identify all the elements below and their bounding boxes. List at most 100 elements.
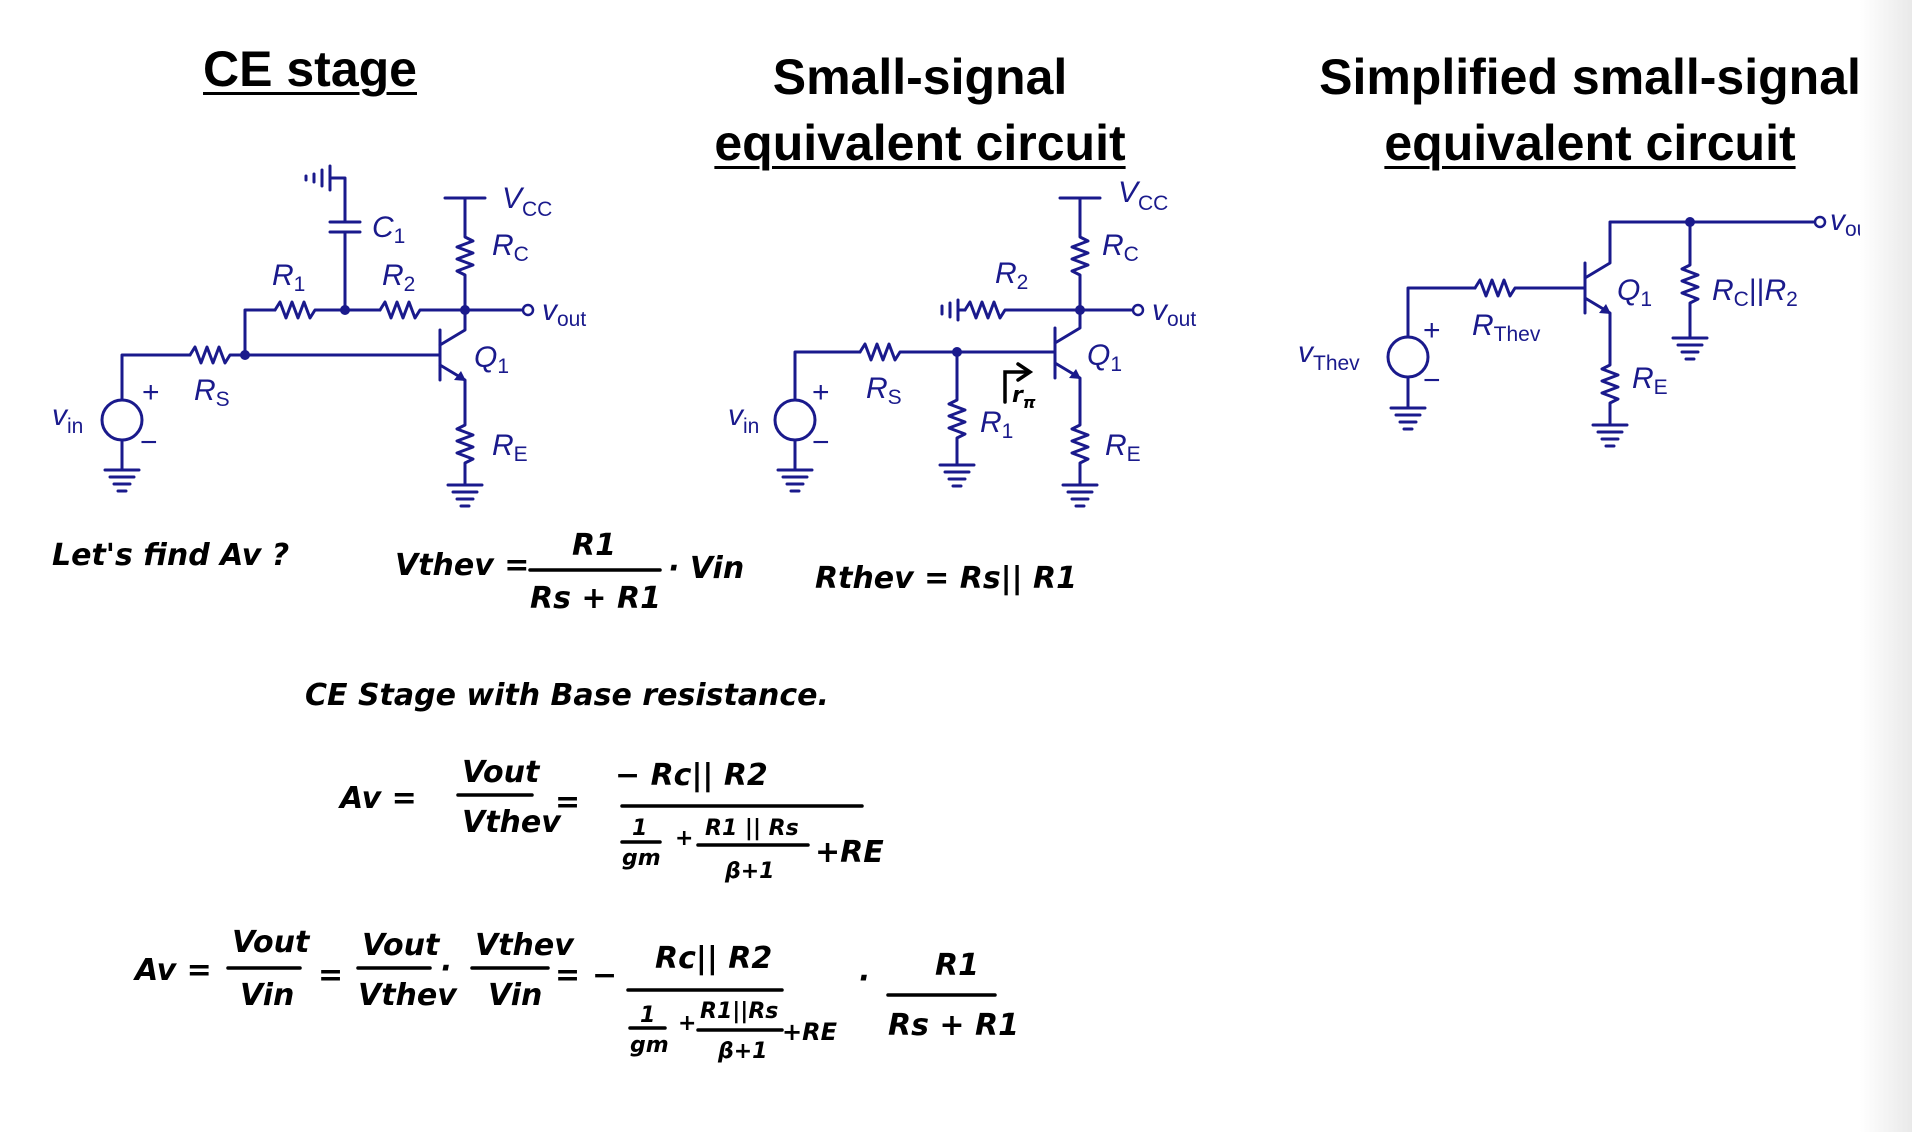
svg-text:vThev: vThev (1298, 336, 1360, 375)
svg-text:Av =: Av = (133, 953, 212, 988)
svg-text:R1||Rs: R1||Rs (700, 999, 778, 1024)
svg-text:vin: vin (728, 399, 759, 438)
resistor-r2-2: R2 (940, 257, 1082, 322)
svg-text:Vout: Vout (232, 925, 311, 960)
vthev-source: + − vThev (1298, 286, 1477, 431)
svg-text:R1: R1 (572, 528, 616, 563)
heading-small-signal: Small-signal equivalent circuit (640, 44, 1200, 176)
svg-text:Rc|| R2: Rc|| R2 (655, 941, 772, 976)
svg-text:· Vin: · Vin (668, 551, 744, 586)
resistor-rthev: RThev (1472, 278, 1587, 346)
svg-text:Vthev: Vthev (358, 978, 458, 1013)
svg-text:rπ: rπ (1012, 383, 1036, 412)
svg-text:=: = (318, 958, 343, 993)
svg-text:Vthev: Vthev (475, 928, 575, 963)
svg-text:+: + (678, 1011, 696, 1036)
heading-ce-stage: CE stage (150, 36, 470, 102)
svg-text:Av =: Av = (338, 781, 417, 816)
ground-icon (938, 463, 976, 488)
resistor-rc-r2: RC||R2 (1671, 220, 1798, 361)
svg-text:Vin: Vin (488, 978, 542, 1013)
terminal-vout-1 (521, 303, 535, 317)
circuit-ce-stage: + − vin RS R1 R2 C1 (52, 164, 586, 508)
label-vout-3: vout (1830, 204, 1860, 241)
heading-small-signal-line1: Small-signal (772, 49, 1068, 105)
svg-text:RC||R2: RC||R2 (1712, 274, 1798, 311)
svg-text:Q1: Q1 (1087, 339, 1122, 376)
svg-text:+RE: +RE (782, 1018, 838, 1046)
svg-text:Vthev =: Vthev = (395, 548, 529, 583)
svg-text:RS: RS (194, 374, 230, 411)
svg-text:Vout: Vout (462, 755, 541, 790)
svg-text:1: 1 (632, 816, 647, 841)
svg-text:vin: vin (52, 399, 83, 438)
ground-icon (776, 468, 814, 493)
svg-text:Q1: Q1 (1617, 274, 1652, 311)
resistor-re-3: RE (1591, 353, 1668, 448)
r-pi-annotation: rπ (1003, 362, 1036, 412)
note-vthev-equation: Vthev = R1 Rs + R1 · Vin (395, 528, 744, 616)
svg-text:Rs + R1: Rs + R1 (888, 1008, 1019, 1043)
circuit-simplified: + − vThev RThev Q1 vout RC||R2 (1298, 204, 1860, 448)
svg-text:=: = (555, 958, 580, 993)
heading-simplified: Simplified small-signal equivalent circu… (1290, 44, 1890, 176)
label-vout-2: vout (1152, 294, 1196, 331)
ground-icon (103, 468, 141, 493)
svg-text:VCC: VCC (1118, 176, 1168, 215)
svg-text:=: = (555, 785, 580, 820)
svg-text:R1: R1 (980, 406, 1013, 443)
capacitor-c1: C1 (304, 164, 405, 312)
handwritten-notes: Let's find Av ? Vthev = R1 Rs + R1 · Vin… (52, 528, 1077, 1064)
svg-text:R1 || Rs: R1 || Rs (705, 816, 799, 841)
resistor-r1-2: R1 (938, 350, 1013, 488)
circuit-small-signal: + − vin RS R1 rπ (728, 176, 1196, 508)
diagram-canvas: + − vin RS R1 R2 C1 (52, 164, 1860, 1064)
resistor-rc-1: VCC RC (443, 182, 552, 312)
note-rthev: Rthev = Rs|| R1 (815, 561, 1077, 596)
note-av-equation-1: Av = Vout Vthev = − Rc|| R2 1 gm + R1 ||… (338, 755, 884, 884)
svg-text:+: + (142, 376, 160, 409)
svg-text:β+1: β+1 (724, 859, 775, 884)
svg-text:·: · (858, 961, 869, 996)
ground-icon (1671, 336, 1709, 361)
transistor-q1-3: Q1 (1583, 220, 1692, 357)
ground-icon (1591, 423, 1629, 448)
svg-text:+RE: +RE (815, 835, 884, 870)
svg-text:RE: RE (1632, 362, 1668, 399)
svg-text:−: − (812, 426, 830, 459)
svg-text:VCC: VCC (502, 182, 552, 221)
page-edge-shadow (1860, 0, 1912, 1132)
svg-text:Vout: Vout (362, 928, 441, 963)
heading-ce-stage-text: CE stage (203, 41, 417, 97)
ground-icon (1389, 406, 1427, 431)
vin-source-2: + − vin (728, 350, 862, 493)
svg-text:− Rc|| R2: − Rc|| R2 (615, 758, 768, 793)
svg-text:−: − (1423, 364, 1441, 397)
svg-text:R2: R2 (382, 259, 415, 296)
svg-text:R2: R2 (995, 257, 1028, 294)
svg-text:Rs + R1: Rs + R1 (530, 581, 661, 616)
terminal-vout-3 (1813, 215, 1827, 229)
svg-text:·: · (440, 951, 451, 986)
svg-text:gm: gm (630, 1033, 669, 1058)
resistor-r1: R1 (272, 259, 347, 320)
svg-text:RC: RC (1102, 229, 1139, 266)
svg-text:−: − (592, 958, 617, 993)
resistor-rc-2: VCC RC (1058, 176, 1168, 312)
svg-text:R1: R1 (935, 948, 979, 983)
note-av-equation-2: Av = Vout Vin = Vout Vthev · Vthev Vin =… (133, 925, 1019, 1064)
svg-text:1: 1 (640, 1003, 655, 1028)
svg-text:+: + (675, 826, 693, 851)
svg-text:Vthev: Vthev (462, 805, 562, 840)
heading-small-signal-line2: equivalent circuit (714, 115, 1126, 171)
heading-simplified-line1: Simplified small-signal (1319, 49, 1861, 105)
note-ce-stage-base-resistance: CE Stage with Base resistance. (305, 678, 829, 713)
wire-r1-left (243, 308, 277, 357)
svg-text:Vin: Vin (240, 978, 294, 1013)
svg-text:RC: RC (492, 229, 529, 266)
note-lets-find-av: Let's find Av ? (52, 538, 289, 573)
ground-icon (1061, 483, 1099, 508)
svg-text:+: + (812, 376, 830, 409)
svg-text:RThev: RThev (1472, 309, 1541, 346)
ground-icon (446, 483, 484, 508)
